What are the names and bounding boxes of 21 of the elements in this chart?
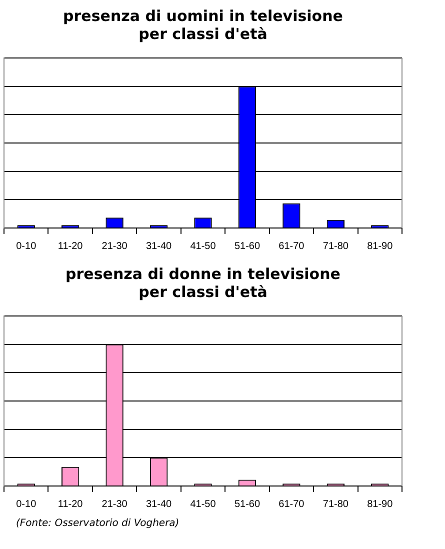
x-tick-label: 41-50: [190, 240, 216, 252]
x-tick-label: 21-30: [102, 498, 128, 510]
x-tick-label: 61-70: [278, 498, 305, 510]
text: (Fonte: Osservatorio di Voghera): [16, 518, 180, 529]
x-tick-label: 0-10: [16, 240, 37, 252]
x-tick-label: 31-40: [146, 498, 172, 510]
chart-title: presenza di donne in televisione per classi d'età: [66, 264, 340, 301]
x-tick-label: 31-40: [146, 240, 172, 252]
x-tick-label: 71-80: [322, 498, 349, 510]
x-tick-label: 61-70: [278, 240, 305, 252]
x-tick-label: 81-90: [367, 240, 394, 252]
x-tick-label: 0-10: [16, 498, 37, 510]
x-tick-label: 81-90: [367, 498, 394, 510]
x-tick-label: 11-20: [58, 240, 84, 252]
x-tick-label: 21-30: [102, 240, 128, 252]
chart-title: presenza di uomini in televisione per classi d'età: [63, 6, 343, 43]
x-tick-label: 41-50: [190, 498, 216, 510]
x-tick-label: 71-80: [322, 240, 349, 252]
x-tick-label: 51-60: [234, 498, 260, 510]
x-tick-label: 11-20: [58, 498, 84, 510]
x-tick-label: 51-60: [234, 240, 260, 252]
